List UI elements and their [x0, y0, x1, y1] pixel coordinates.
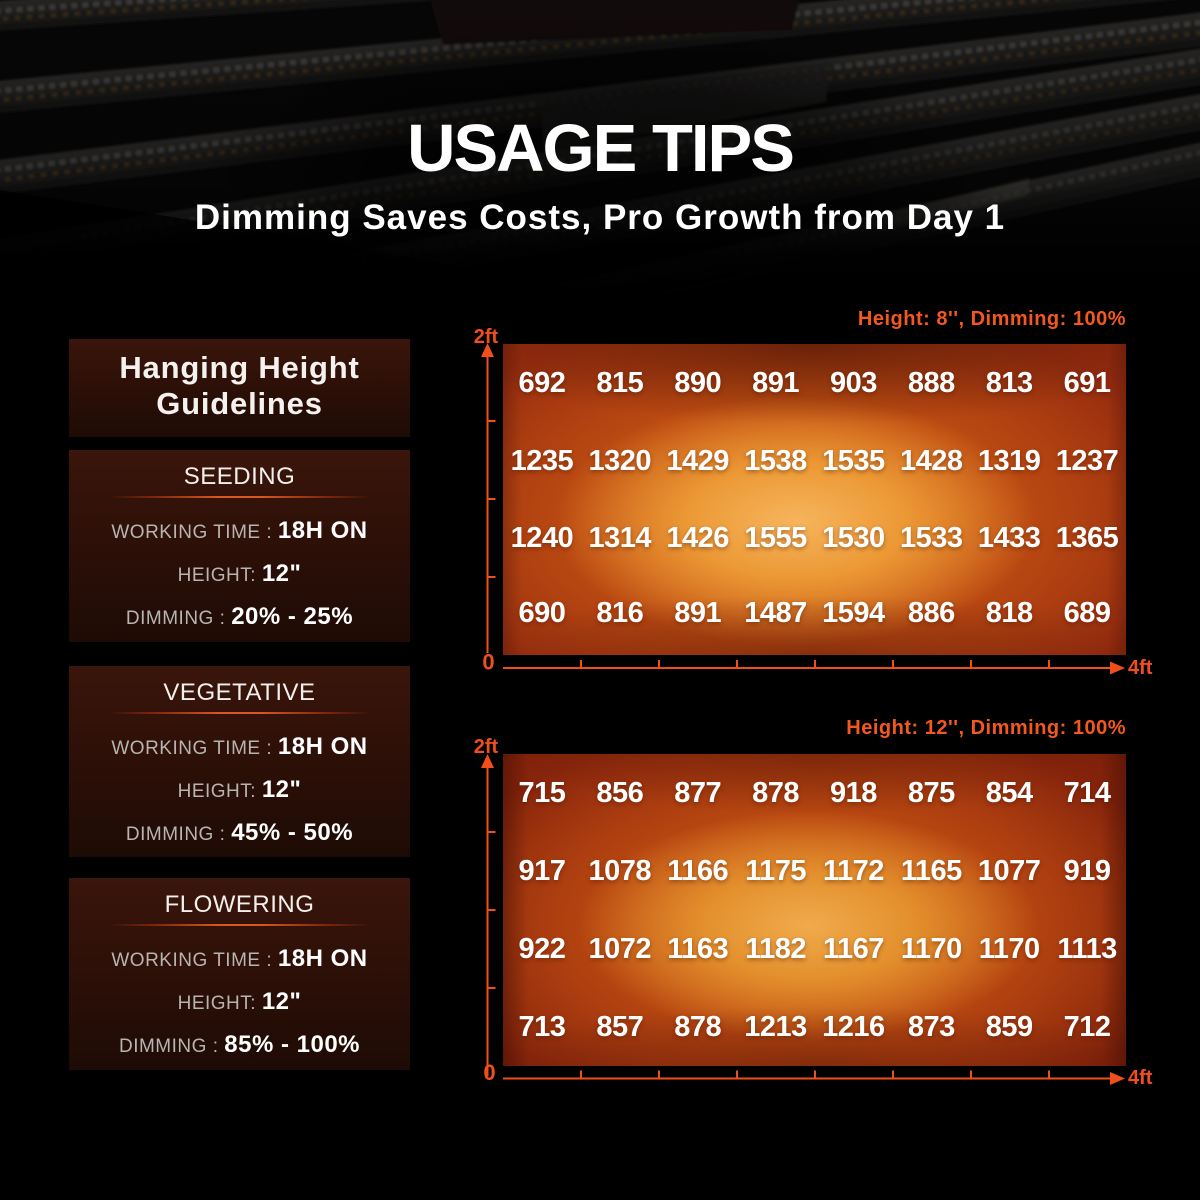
svg-text:4ft: 4ft: [1128, 1067, 1153, 1089]
svg-text:2ft: 2ft: [474, 736, 499, 758]
svg-text:2ft: 2ft: [474, 326, 499, 348]
svg-text:0: 0: [482, 650, 494, 675]
svg-text:4ft: 4ft: [1128, 657, 1153, 679]
svg-text:0: 0: [483, 1060, 495, 1085]
